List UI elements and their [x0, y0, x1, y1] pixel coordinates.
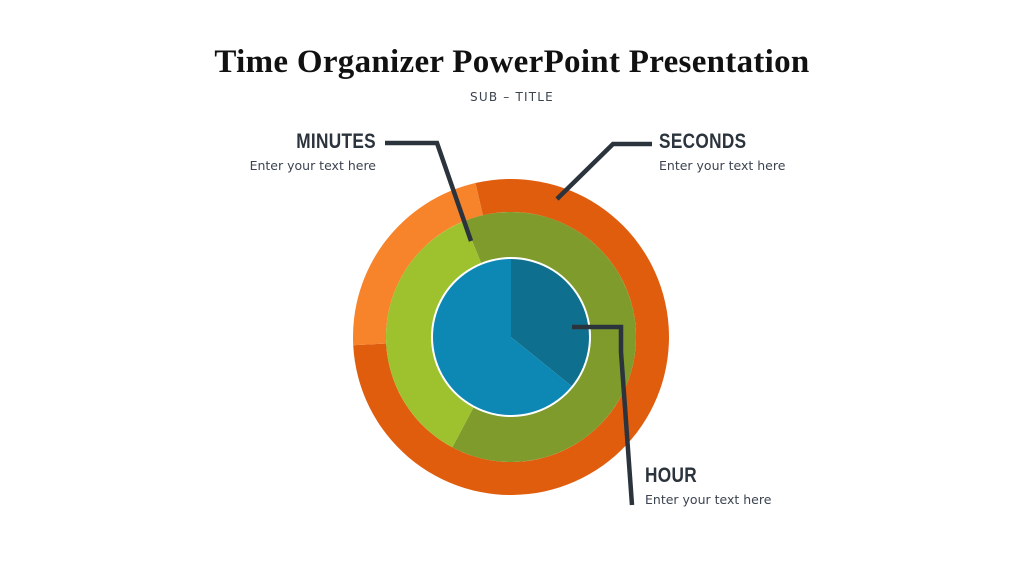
callout-hour-title: HOUR: [645, 464, 698, 487]
segment-hour-elapsed[interactable]: [433, 259, 572, 415]
leader-line-minutes: [385, 140, 474, 242]
ring-middle-minutes[interactable]: [386, 212, 636, 463]
leader-line-hour: [572, 324, 635, 506]
ring-outer-seconds[interactable]: [352, 179, 669, 495]
segment-minutes-elapsed[interactable]: [452, 212, 636, 463]
segment-minutes-remaining[interactable]: [386, 221, 482, 448]
callout-minutes[interactable]: MINUTES Enter your text here: [168, 130, 376, 174]
callout-hour-description: Enter your text here: [645, 492, 772, 508]
callout-hour[interactable]: HOUR Enter your text here: [645, 464, 905, 508]
page-title: Time Organizer PowerPoint Presentation: [214, 44, 810, 80]
callout-seconds[interactable]: SECONDS Enter your text here: [659, 130, 919, 174]
callout-leader-lines: [385, 140, 652, 506]
ring-inner-hour[interactable]: [433, 259, 589, 415]
segment-seconds-remaining[interactable]: [352, 183, 483, 346]
leader-line-seconds: [555, 141, 652, 201]
callout-seconds-description: Enter your text here: [659, 158, 786, 174]
page-subtitle: SUB – TITLE: [470, 90, 554, 104]
callout-minutes-description: Enter your text here: [249, 158, 376, 174]
callout-seconds-title: SECONDS: [659, 130, 747, 153]
segment-hour-remaining[interactable]: [511, 259, 589, 387]
callout-minutes-title: MINUTES: [296, 130, 376, 153]
